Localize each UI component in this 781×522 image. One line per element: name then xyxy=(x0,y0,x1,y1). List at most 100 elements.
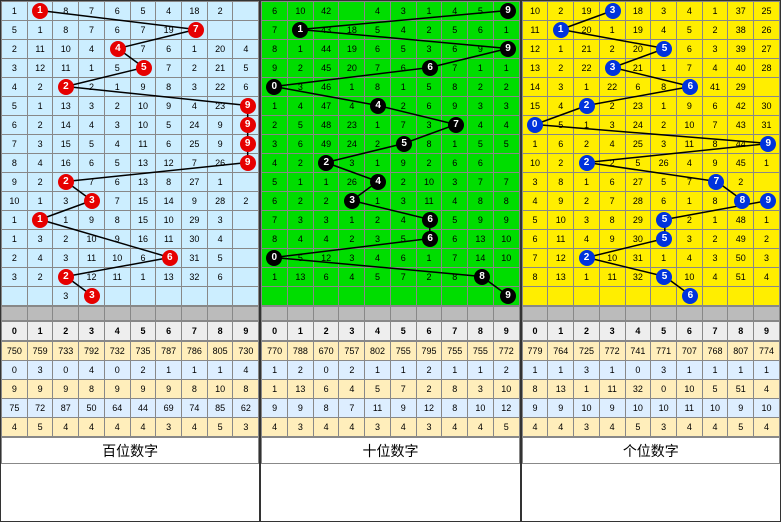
cell: 18 xyxy=(339,21,365,40)
summary-cell: 75 xyxy=(2,399,28,418)
summary-cell: 5 xyxy=(728,418,754,437)
digit-header: 4 xyxy=(104,322,130,341)
digit-header: 9 xyxy=(233,322,259,341)
summary-cell: 1 xyxy=(599,361,625,380)
cell: 1 xyxy=(651,97,677,116)
cell: 9 xyxy=(104,230,130,249)
cell: 13 xyxy=(288,268,314,287)
cell: 2 xyxy=(702,230,728,249)
cell: 30 xyxy=(625,230,651,249)
cell: 5 xyxy=(493,135,519,154)
cell xyxy=(233,287,259,306)
cell: 1 xyxy=(2,211,28,230)
cell: 44 xyxy=(728,135,754,154)
cell: 7 xyxy=(104,192,130,211)
cell xyxy=(233,249,259,268)
digit-header: 8 xyxy=(468,322,494,341)
cell: 5 xyxy=(442,211,468,230)
summary-cell: 0 xyxy=(651,380,677,399)
cell: 7 xyxy=(365,59,391,78)
cell: 4 xyxy=(702,268,728,287)
cell: 1 xyxy=(262,268,288,287)
winning-ball: 2 xyxy=(579,98,595,114)
cell: 3 xyxy=(416,40,442,59)
winning-ball: 2 xyxy=(579,250,595,266)
cell: 2 xyxy=(548,2,574,21)
cell: 9 xyxy=(468,40,494,59)
cell: 2 xyxy=(416,21,442,40)
cell xyxy=(522,287,548,306)
summary-cell: 1 xyxy=(156,361,182,380)
cell: 1 xyxy=(493,21,519,40)
cell: 5 xyxy=(130,2,156,21)
cell: 4 xyxy=(262,154,288,173)
winning-ball: 9 xyxy=(500,41,516,57)
summary-cell: 759 xyxy=(27,342,53,361)
winning-ball: 2 xyxy=(58,174,74,190)
cell: 15 xyxy=(130,211,156,230)
cell: 1 xyxy=(104,78,130,97)
cell: 1 xyxy=(27,97,53,116)
cell: 6 xyxy=(676,40,702,59)
summary-cell: 10 xyxy=(702,399,728,418)
cell xyxy=(365,287,391,306)
cell: 20 xyxy=(207,40,233,59)
spacer xyxy=(651,307,677,321)
winning-ball: 3 xyxy=(344,193,360,209)
cell: 3 xyxy=(262,135,288,154)
summary-cell: 807 xyxy=(728,342,754,361)
cell: 7 xyxy=(676,59,702,78)
summary-cell: 735 xyxy=(130,342,156,361)
cell: 19 xyxy=(156,21,182,40)
summary-cell: 707 xyxy=(676,342,702,361)
cell: 2 xyxy=(365,135,391,154)
cell: 7 xyxy=(676,173,702,192)
cell: 3 xyxy=(442,173,468,192)
cell: 45 xyxy=(313,59,339,78)
summary-cell: 3 xyxy=(27,361,53,380)
summary-cell: 802 xyxy=(365,342,391,361)
cell: 1 xyxy=(493,59,519,78)
cell: 1 xyxy=(365,154,391,173)
cell: 1 xyxy=(182,40,208,59)
cell: 11 xyxy=(416,192,442,211)
cell: 4 xyxy=(27,249,53,268)
cell: 9 xyxy=(676,97,702,116)
cell: 9 xyxy=(207,135,233,154)
cell: 1 xyxy=(416,2,442,21)
cell: 13 xyxy=(156,268,182,287)
spacer xyxy=(104,307,130,321)
cell: 43 xyxy=(313,21,339,40)
winning-ball: 7 xyxy=(188,22,204,38)
cell: 14 xyxy=(468,249,494,268)
cell: 3 xyxy=(522,173,548,192)
cell: 25 xyxy=(182,135,208,154)
summary-cell: 8 xyxy=(522,380,548,399)
summary-cell: 1 xyxy=(676,361,702,380)
cell xyxy=(156,287,182,306)
digit-header: 0 xyxy=(522,322,548,341)
cell: 4 xyxy=(79,40,105,59)
cell: 4 xyxy=(754,268,780,287)
cell: 5 xyxy=(651,173,677,192)
cell: 4 xyxy=(493,116,519,135)
cell: 13 xyxy=(468,230,494,249)
cell xyxy=(702,287,728,306)
cell: 26 xyxy=(754,21,780,40)
cell: 11 xyxy=(548,230,574,249)
summary-cell: 4 xyxy=(390,418,416,437)
summary-cell: 4 xyxy=(79,361,105,380)
summary-cell: 9 xyxy=(130,380,156,399)
cell: 3 xyxy=(288,78,314,97)
summary-cell: 4 xyxy=(313,418,339,437)
summary-cell: 3 xyxy=(365,418,391,437)
winning-ball: 6 xyxy=(682,79,698,95)
cell: 22 xyxy=(207,78,233,97)
cell: 1 xyxy=(390,78,416,97)
cell: 5 xyxy=(156,116,182,135)
summary-cell: 8 xyxy=(182,380,208,399)
summary-cell: 11 xyxy=(365,399,391,418)
cell: 1 xyxy=(599,21,625,40)
cell: 1 xyxy=(339,211,365,230)
spacer xyxy=(728,307,754,321)
